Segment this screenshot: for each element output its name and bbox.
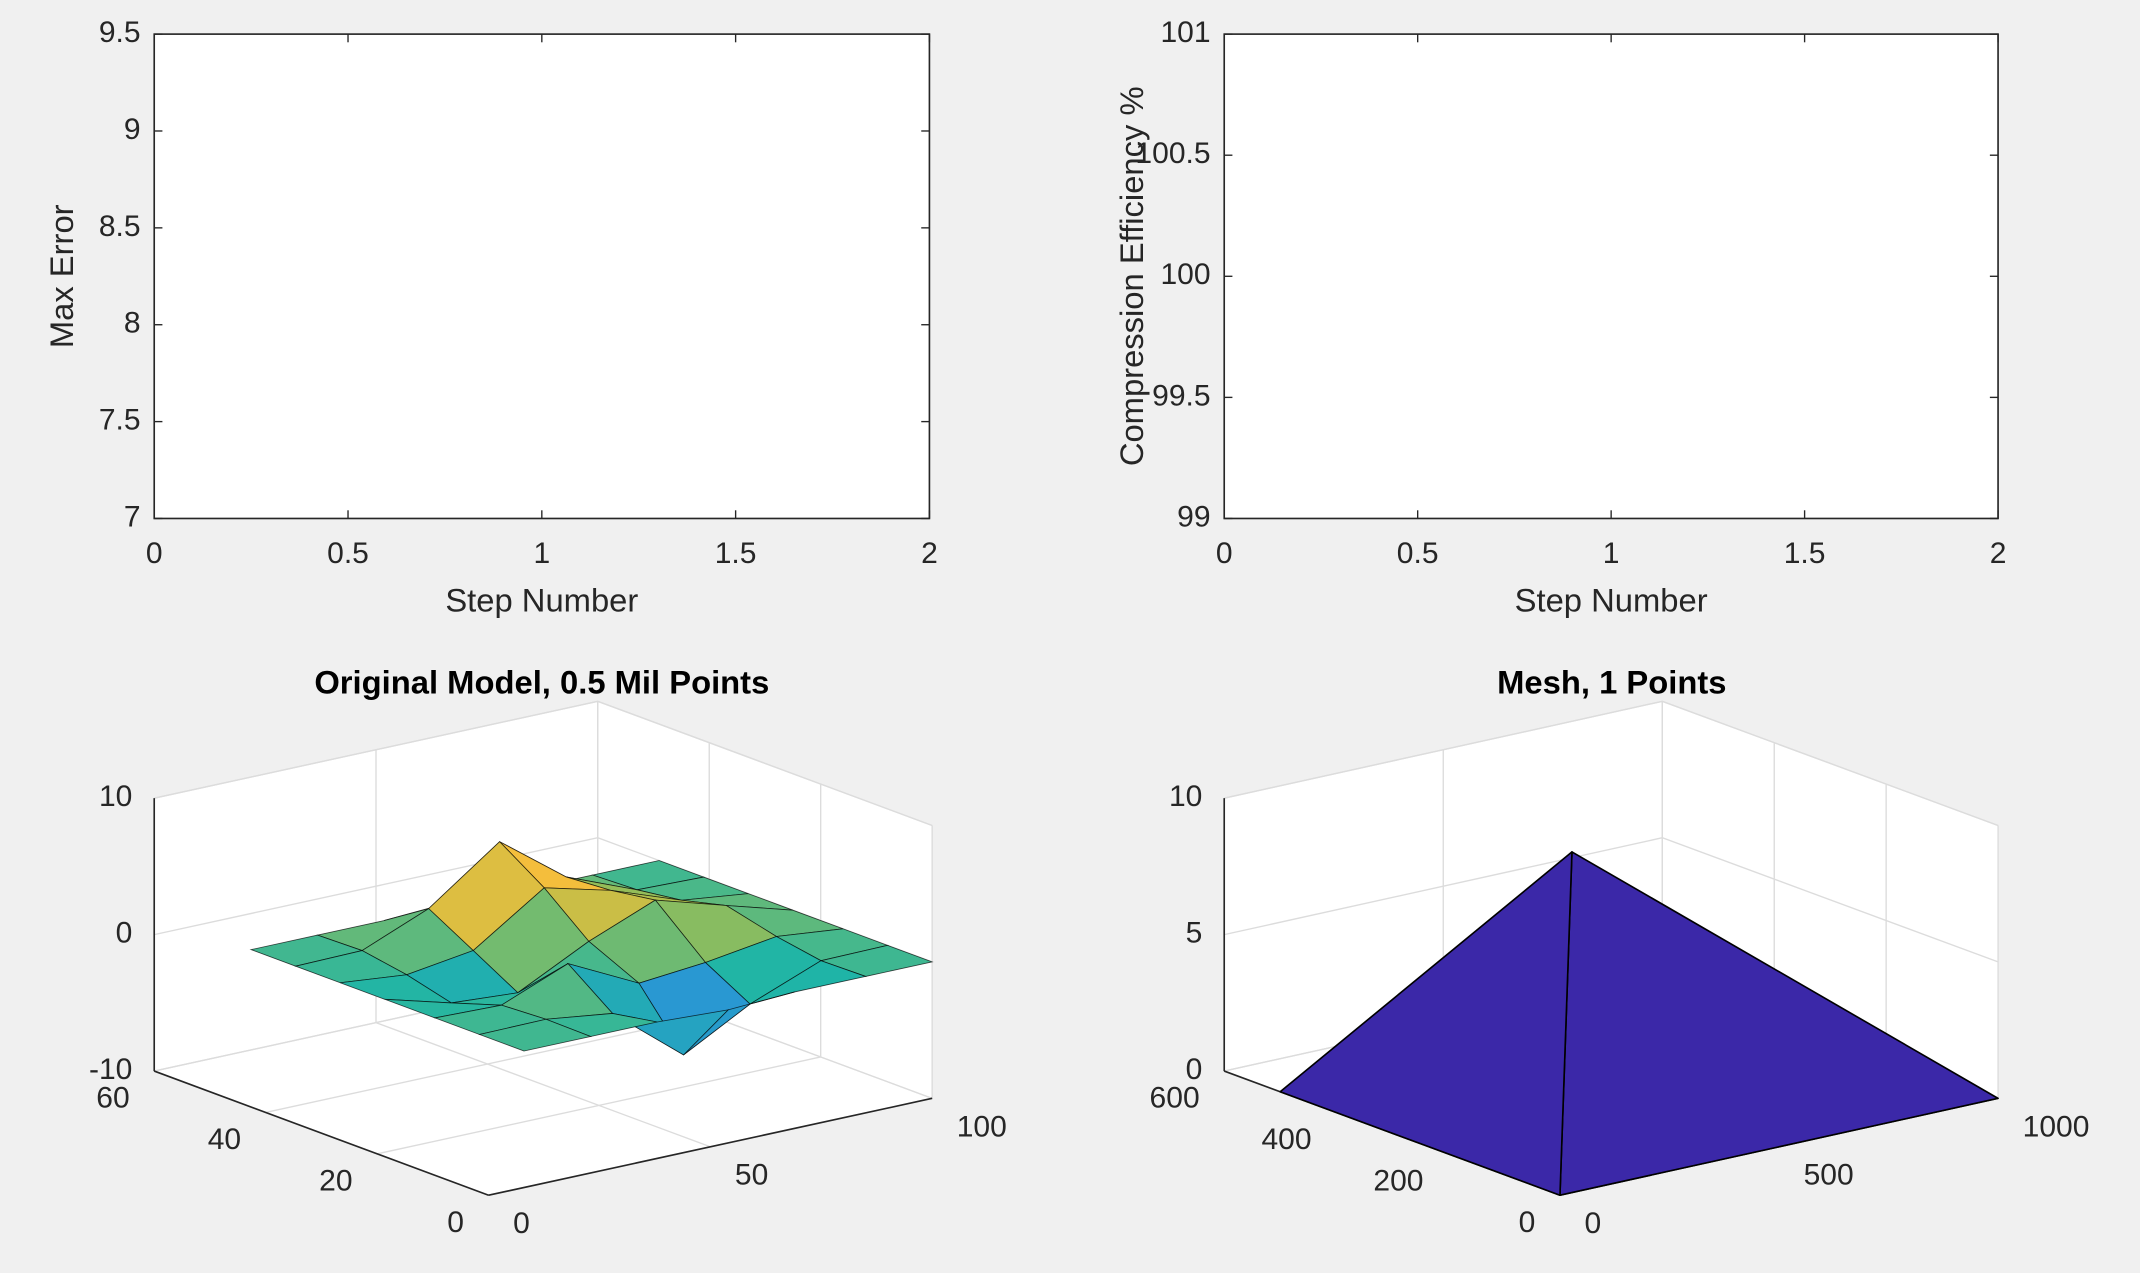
chart-title: Mesh, 1 Points	[1497, 664, 1726, 701]
axes: 0 0.5 1 1.5 2 7 7.5 8 8.5 9 9.5 Step Number Max Erro…	[43, 16, 938, 619]
x-tick-label: 50	[735, 1159, 768, 1192]
y-tick-label: 8.5	[99, 210, 141, 243]
y-tick-label: 100.5	[1135, 137, 1210, 170]
x-tick-label: 1.5	[715, 537, 757, 570]
grid-line	[1224, 837, 1999, 963]
axes-background	[153, 33, 931, 520]
x-tick-label: 2	[921, 537, 938, 570]
y-tick-label: 7	[124, 500, 141, 533]
y-tick-label: 0	[1519, 1206, 1536, 1239]
x-tick-label: 0	[513, 1207, 530, 1240]
y-tick-label: 60	[96, 1082, 129, 1115]
z-tick-label: 10	[1169, 780, 1202, 813]
box-edge	[1224, 700, 1999, 827]
chart-title: Original Model, 0.5 Mil Points	[314, 664, 769, 701]
y-tick-label: 8	[124, 307, 141, 340]
box-edge	[154, 700, 933, 827]
x-tick-label: 100	[957, 1110, 1007, 1143]
y-tick-label: 99	[1177, 500, 1210, 533]
x-axis-label: Step Number	[1515, 582, 1708, 619]
z-tick-label: 10	[99, 780, 132, 813]
y-tick-label: 100	[1160, 258, 1210, 291]
x-tick-label: 0	[1216, 537, 1233, 570]
x-tick-label: 1	[1603, 537, 1620, 570]
z-tick-label: -10	[89, 1053, 132, 1086]
y-tick-label: 600	[1150, 1082, 1200, 1115]
x-tick-label: 1	[533, 537, 550, 570]
y-tick-label: 9.5	[99, 16, 141, 49]
y-tick-label: 40	[208, 1123, 241, 1156]
axes-background	[1223, 33, 1999, 520]
x-tick-label: 0	[1585, 1207, 1602, 1240]
z-tick-label: 0	[1186, 1053, 1203, 1086]
x-tick-label: 0.5	[327, 537, 369, 570]
mesh-face	[1279, 851, 1573, 1197]
axes-3d: 0 50 100 0 20 40 60-10 0 10 Original Model, 0.5 M…	[89, 664, 1007, 1241]
y-axis	[153, 1070, 489, 1196]
z-tick-label: 0	[116, 917, 133, 950]
y-tick-label: 400	[1261, 1123, 1311, 1156]
y-tick-label: 20	[319, 1164, 352, 1197]
y-tick-label: 7.5	[99, 404, 141, 437]
y-axis-label: Compression Efficiency %	[1113, 86, 1150, 466]
x-axis-label: Step Number	[445, 582, 638, 619]
axes: 0 0.5 1 1.5 2 99 99.5 100 100.5 101 Step Number Com…	[1113, 16, 2007, 619]
x-tick-label: 0	[146, 537, 163, 570]
x-tick-label: 500	[1804, 1159, 1854, 1192]
y-tick-label: 101	[1160, 16, 1210, 49]
x-tick-label: 1000	[2023, 1110, 2090, 1143]
x-tick-label: 0.5	[1397, 537, 1439, 570]
z-tick-label: 5	[1186, 917, 1203, 950]
y-tick-label: 9	[124, 113, 141, 146]
x-axis	[488, 1097, 933, 1197]
x-tick-label: 1.5	[1784, 537, 1826, 570]
x-tick-label: 2	[1990, 537, 2007, 570]
y-tick-label: 99.5	[1152, 379, 1210, 412]
y-axis-label: Max Error	[43, 204, 80, 348]
y-tick-label: 0	[447, 1206, 464, 1239]
surface-patch	[478, 1018, 593, 1052]
y-tick-label: 200	[1373, 1164, 1423, 1197]
